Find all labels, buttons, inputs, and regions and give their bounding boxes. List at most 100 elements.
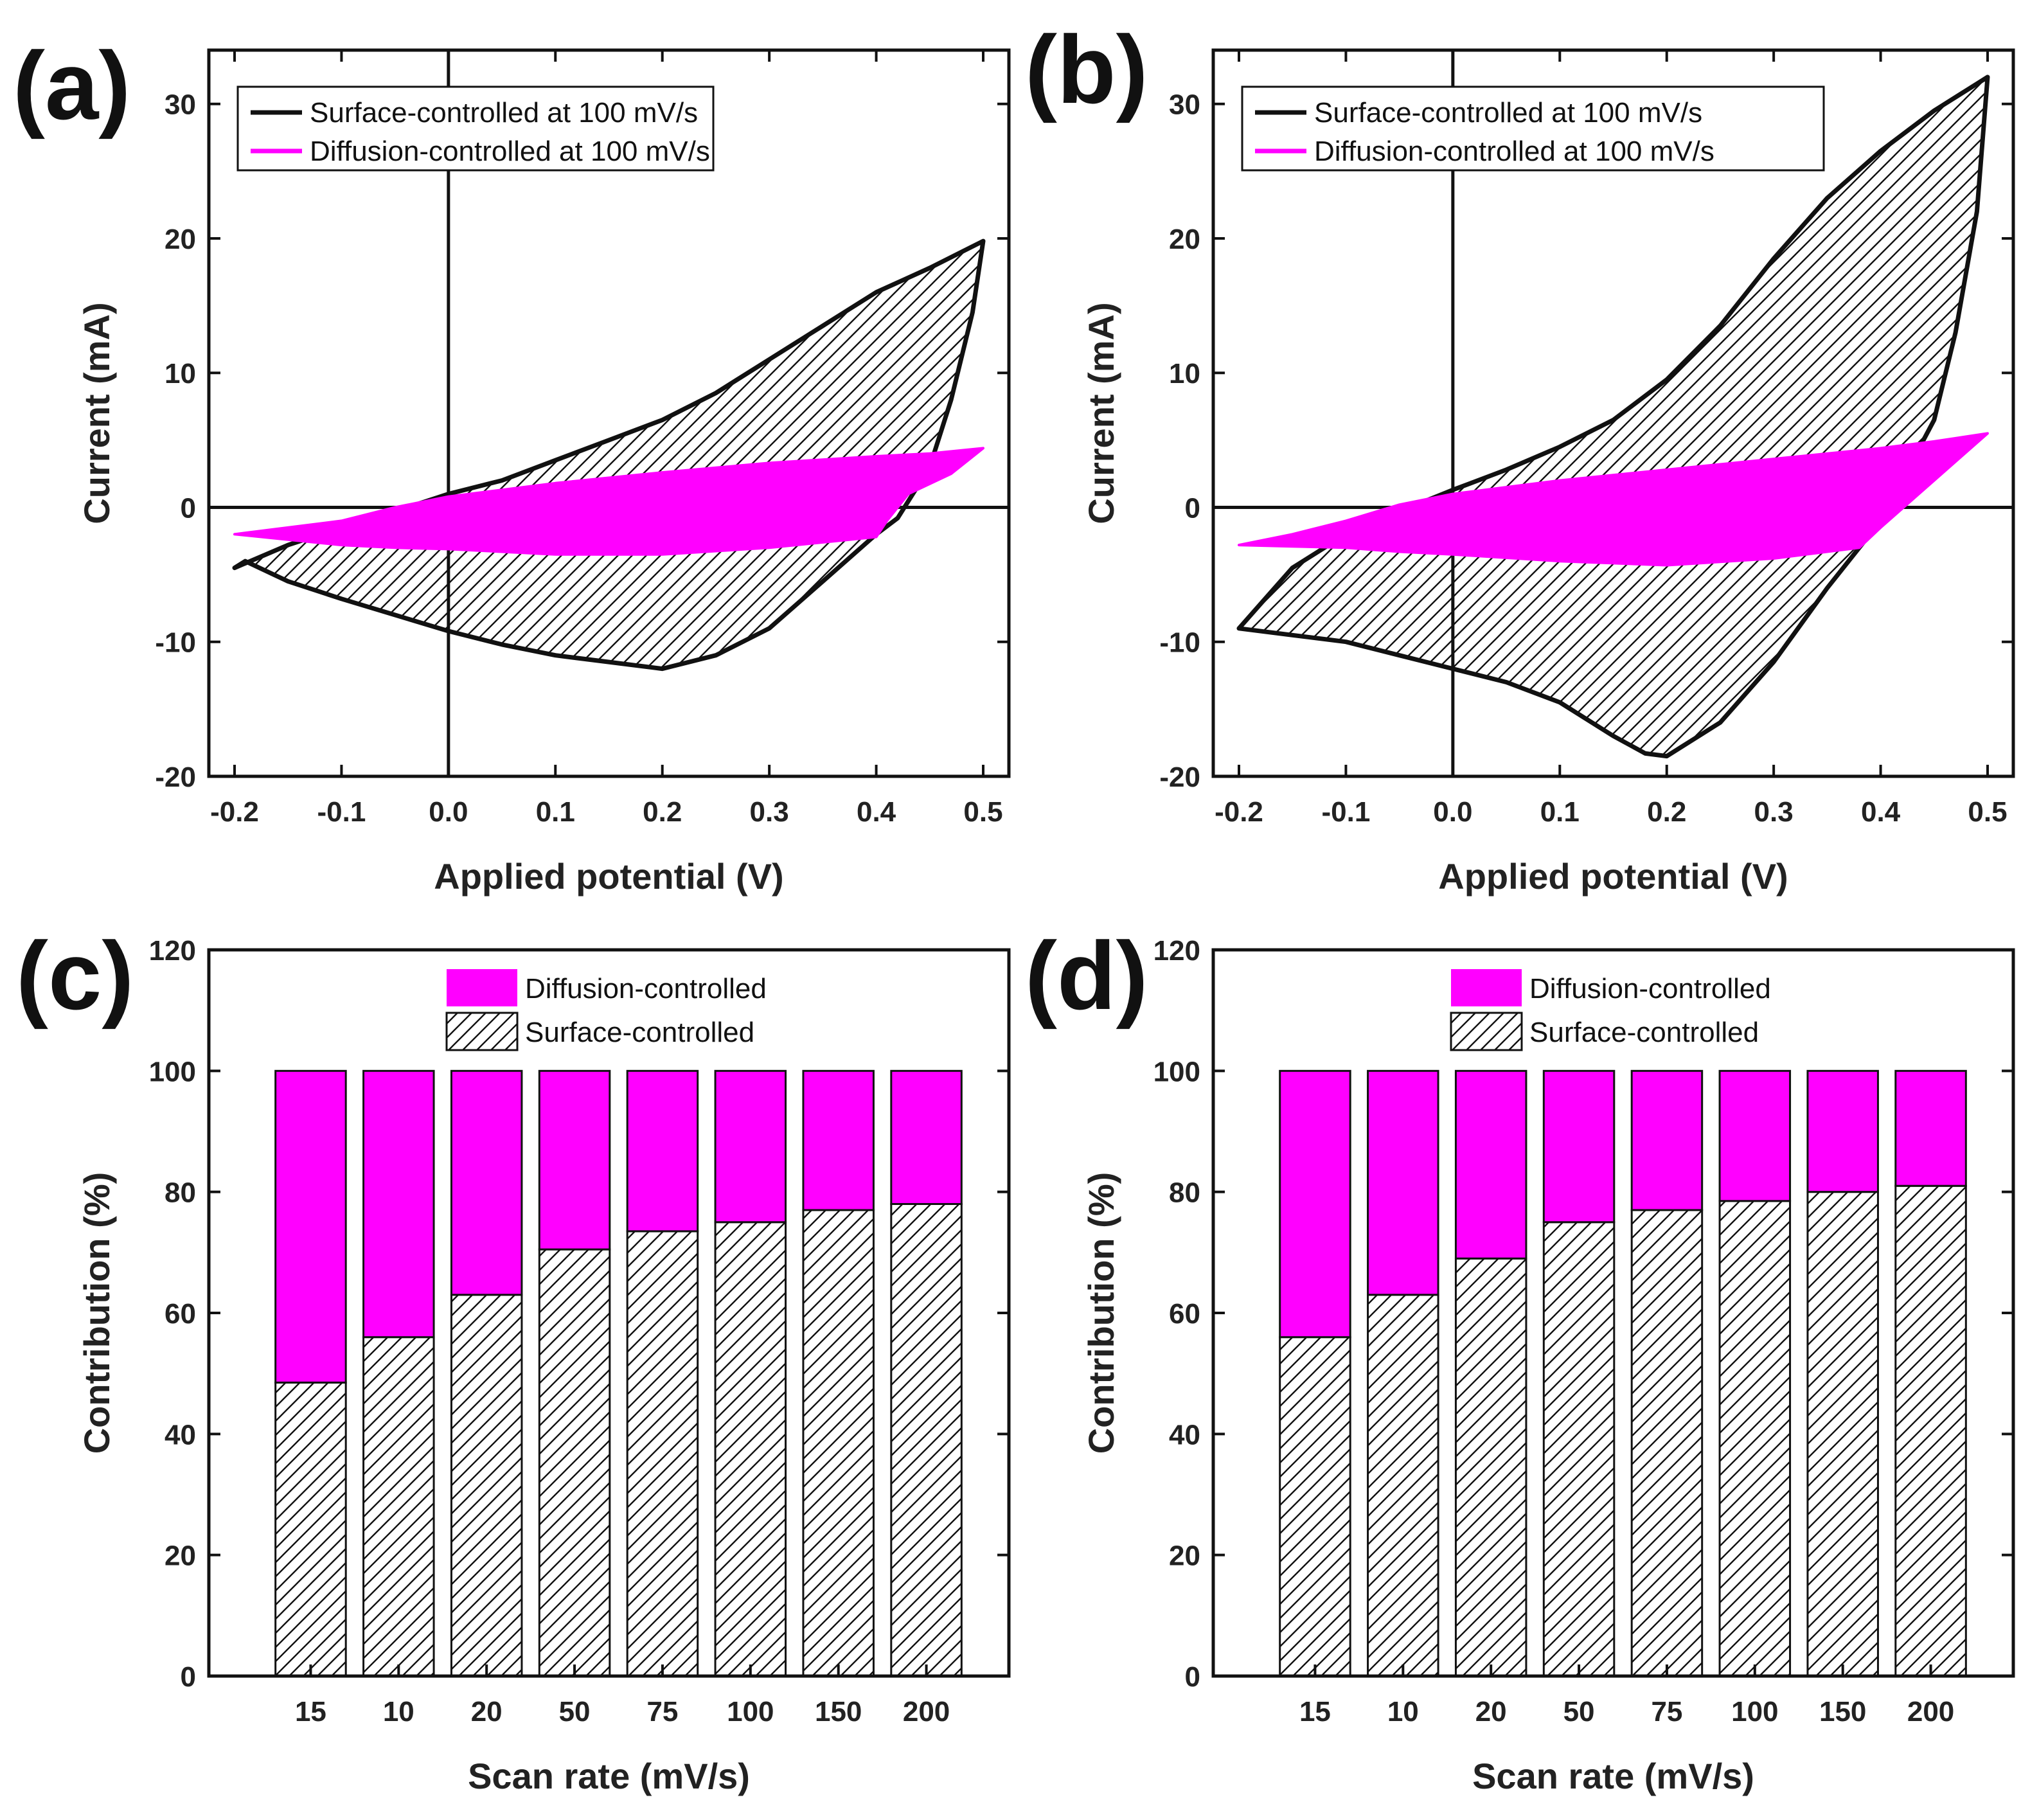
legend-swatch-surface: [1450, 1012, 1523, 1051]
y-tick-label: 0: [1185, 1661, 1200, 1693]
y-tick-label: 40: [165, 1419, 196, 1450]
bar-diffusion-controlled: [1279, 1069, 1351, 1339]
legend-label-surface: Surface-controlled: [1529, 1017, 1759, 1048]
bar-surface-controlled: [1367, 1294, 1439, 1677]
bar-surface-controlled: [538, 1248, 611, 1677]
y-tick-label: 100: [149, 1056, 196, 1087]
x-tick-label: 0.4: [857, 796, 896, 828]
bar-diffusion-controlled: [450, 1069, 523, 1296]
plot-frame: [207, 948, 1011, 1678]
series-surface-controlled: [1236, 75, 1990, 759]
x-tick-label: -0.1: [1322, 796, 1371, 828]
bar-surface-controlled: [1630, 1209, 1704, 1677]
x-axis-title: Scan rate (mV/s): [1472, 1756, 1754, 1796]
legend-box: [236, 85, 715, 172]
y-tick-label: 20: [165, 224, 196, 255]
x-tick-label: 150: [1819, 1696, 1866, 1727]
bar-diffusion-controlled: [626, 1069, 699, 1233]
bar-surface-controlled: [626, 1230, 699, 1677]
bar-diffusion-controlled: [1367, 1069, 1439, 1296]
x-axis-title: Applied potential (V): [434, 856, 783, 897]
y-tick-label: 20: [165, 1540, 196, 1572]
legend-label-surface: Surface-controlled at 100 mV/s: [310, 97, 698, 129]
legend: Surface-controlled at 100 mV/s Diffusion-…: [1241, 85, 1825, 172]
y-tick-label: 10: [1169, 358, 1200, 389]
x-tick-label: 50: [559, 1696, 591, 1727]
panel-label: (c): [16, 922, 134, 1030]
y-tick-label: 0: [1185, 492, 1200, 524]
legend: Diffusion-controlled Surface-controlled: [1450, 969, 1771, 1051]
bar-surface-controlled: [1542, 1221, 1616, 1677]
bar-surface-controlled: [890, 1203, 963, 1677]
y-axis-title: Contribution (%): [1081, 1172, 1121, 1454]
y-axis-title: Current (mA): [76, 302, 117, 524]
legend-swatch-surface: [445, 1012, 519, 1051]
legend-label-diffusion: Diffusion-controlled: [1529, 973, 1771, 1004]
y-tick-label: 80: [1169, 1177, 1200, 1209]
x-tick-label: 75: [646, 1696, 678, 1727]
bar-diffusion-controlled: [802, 1069, 875, 1211]
y-axis-title: Current (mA): [1081, 302, 1121, 524]
x-tick-label: 0.2: [1647, 796, 1686, 828]
x-tick-label: 0.3: [1754, 796, 1794, 828]
bar-surface-controlled: [1718, 1200, 1792, 1677]
x-tick-label: 10: [383, 1696, 414, 1727]
y-tick-label: -10: [155, 627, 196, 659]
y-tick-label: 80: [165, 1177, 196, 1209]
x-axis-title: Scan rate (mV/s): [468, 1756, 750, 1796]
plot-frame: [207, 48, 1011, 778]
x-tick-label: 0.5: [1968, 796, 2007, 828]
x-tick-label: 20: [471, 1696, 503, 1727]
x-tick-label: 0.0: [1433, 796, 1472, 828]
legend-label-diffusion: Diffusion-controlled at 100 mV/s: [310, 136, 710, 167]
panel-b: (b) -0.2 -0.1 0.0 0.1 0.2 0.3 0.4 0.5 Surface-con…: [1025, 15, 2015, 897]
y-tick-label: 0: [181, 492, 196, 524]
x-tick-label: 150: [815, 1696, 862, 1727]
x-tick-label: 15: [1299, 1696, 1331, 1727]
bar-diffusion-controlled: [890, 1069, 963, 1206]
y-tick-label: -20: [155, 762, 196, 793]
legend: Surface-controlled at 100 mV/s Diffusion-…: [236, 85, 715, 172]
panel-label: (d): [1025, 922, 1148, 1030]
y-tick-label: 0: [181, 1661, 196, 1693]
y-tick-label: 20: [1169, 1540, 1200, 1572]
y-tick-label: 60: [1169, 1298, 1200, 1330]
bar-diffusion-controlled: [274, 1069, 347, 1384]
y-tick-label: 100: [1153, 1056, 1200, 1087]
panel-a: (a) -0.2 -0.1 0.0 0.1 0.2 0.3 0.4 0.5 Surface-con…: [13, 31, 1011, 897]
y-tick-label: 120: [1153, 935, 1200, 967]
x-tick-label: 200: [903, 1696, 950, 1727]
y-tick-label: 30: [165, 89, 196, 121]
series-surface-controlled: [232, 238, 986, 672]
y-tick-label: 20: [1169, 224, 1200, 255]
legend-label-surface: Surface-controlled: [525, 1017, 754, 1048]
legend: Diffusion-controlled Surface-controlled: [445, 969, 767, 1051]
x-tick-label: 0.5: [963, 796, 1002, 828]
bar-surface-controlled: [714, 1221, 787, 1677]
y-tick-label: 10: [165, 358, 196, 389]
bar-surface-controlled: [274, 1381, 347, 1677]
x-tick-label: 0.0: [429, 796, 468, 828]
x-tick-label: 20: [1475, 1696, 1507, 1727]
bar-surface-controlled: [1279, 1336, 1351, 1677]
x-axis-title: Applied potential (V): [1438, 856, 1788, 897]
x-tick-label: 100: [1731, 1696, 1778, 1727]
bar-diffusion-controlled: [1806, 1069, 1879, 1193]
bar-diffusion-controlled: [1894, 1069, 1967, 1187]
x-tick-label: 100: [727, 1696, 774, 1727]
plot-frame: [1211, 48, 2015, 778]
y-tick-label: -20: [1159, 762, 1200, 793]
x-tick-label: 0.3: [750, 796, 789, 828]
x-tick-label: 50: [1563, 1696, 1595, 1727]
legend-label-surface: Surface-controlled at 100 mV/s: [1314, 97, 1702, 129]
x-tick-label: 0.4: [1861, 796, 1901, 828]
plot-frame: [1211, 948, 2015, 1678]
bar-diffusion-controlled: [1454, 1069, 1527, 1260]
x-tick-label: 200: [1907, 1696, 1954, 1727]
bar-surface-controlled: [1806, 1191, 1879, 1677]
panel-label: (b): [1025, 15, 1148, 123]
x-tick-label: 0.1: [1540, 796, 1580, 828]
legend-label-diffusion: Diffusion-controlled: [525, 973, 767, 1004]
bar-surface-controlled: [450, 1294, 523, 1677]
